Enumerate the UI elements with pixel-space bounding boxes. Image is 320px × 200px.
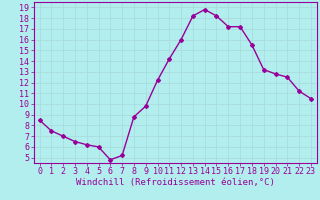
X-axis label: Windchill (Refroidissement éolien,°C): Windchill (Refroidissement éolien,°C) (76, 178, 275, 187)
